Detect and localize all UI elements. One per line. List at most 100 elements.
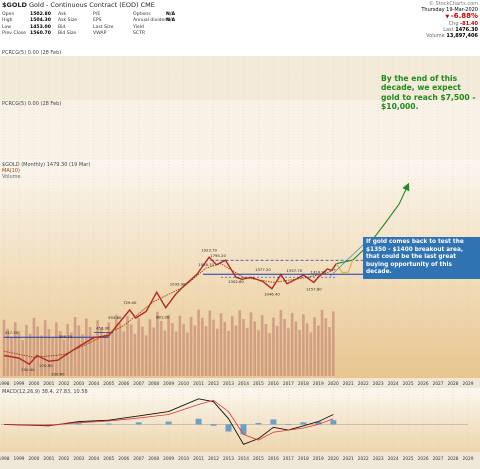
- x-tick-label: 2024: [388, 381, 399, 387]
- volume-bar: [92, 335, 96, 376]
- volume-bar: [219, 313, 223, 376]
- price-label: 1302.60: [228, 279, 244, 284]
- price-label: 1319.90: [310, 269, 326, 274]
- macd-histogram-bar: [105, 423, 112, 425]
- x-tick-label: 2007: [133, 456, 144, 462]
- volume-bar: [272, 317, 275, 376]
- volume-bar: [28, 333, 32, 376]
- price-label: 230.60: [51, 371, 65, 376]
- volume-bar: [294, 321, 298, 376]
- quote-value: N/A: [166, 18, 176, 24]
- macd-panel: [0, 388, 480, 452]
- quote-col-2-labels: Ask Ask Size Bid Bid Size: [58, 12, 77, 37]
- volume-bar: [58, 331, 62, 376]
- x-tick-label: 2027: [433, 381, 444, 387]
- x-tick-label: 2021: [343, 456, 354, 462]
- volume-bar: [253, 321, 257, 376]
- x-tick-label: 2008: [148, 381, 159, 387]
- last-row: Last 1476.30: [421, 27, 478, 33]
- price-label: 1377.20: [255, 267, 271, 272]
- legend-ma: MA(10): [2, 168, 20, 174]
- price-label: 1357.70: [287, 268, 303, 273]
- x-tick-label: 2028: [448, 456, 459, 462]
- volume-bar: [309, 332, 313, 376]
- price-label: 1795.20: [210, 253, 226, 258]
- x-tick-label: 2006: [118, 381, 129, 387]
- volume-bar: [320, 309, 324, 376]
- volume-bar: [137, 318, 141, 376]
- x-tick-label: 2009: [163, 381, 174, 387]
- x-tick-label: 1998: [0, 456, 10, 462]
- retest-path-line: [335, 259, 354, 274]
- x-tick-label: 2018: [298, 456, 309, 462]
- volume-bar: [215, 328, 219, 376]
- quote-col-4-values: N/A N/A: [166, 12, 175, 25]
- x-tick-label: 2025: [403, 456, 414, 462]
- x-tick-label: 2005: [103, 456, 114, 462]
- quote-date: Thursday 19-Mar-2020: [421, 7, 478, 14]
- x-tick-label: 2003: [73, 381, 84, 387]
- x-tick-label: 1999: [13, 456, 24, 462]
- quote-value: N/A: [166, 12, 176, 17]
- quote-label: Volume: [426, 33, 445, 40]
- price-label: 386.70: [59, 334, 73, 339]
- volume-bar: [324, 318, 328, 376]
- x-tick-label: 2014: [238, 456, 249, 462]
- x-tick-label: 2001: [43, 381, 54, 387]
- macd-histogram-bar: [330, 420, 337, 425]
- price-label: 1157.60: [306, 286, 322, 291]
- x-tick-label: 2012: [208, 381, 219, 387]
- indicator-label-1: PCRCG(5) 0.00 (28 Feb): [2, 50, 62, 56]
- x-tick-label: 2026: [418, 381, 429, 387]
- price-label: 270.90: [39, 363, 53, 368]
- indicator-label-2: PCRCG(5) 0.00 (28 Feb): [2, 101, 62, 107]
- quote-label: P/E: [93, 12, 101, 17]
- volume-row: Volume 13,897,406: [421, 33, 478, 39]
- volume-bar: [178, 315, 182, 376]
- volume-bar: [257, 330, 260, 376]
- volume-bar: [317, 325, 320, 376]
- volume-bar: [159, 321, 163, 376]
- quote-label: Options: [133, 12, 151, 17]
- x-tick-label: 2015: [253, 456, 264, 462]
- quote-label: Ask: [58, 12, 67, 17]
- x-tick-label: 2011: [193, 456, 204, 462]
- volume-bar: [279, 309, 283, 376]
- x-tick-label: 1999: [13, 381, 24, 387]
- quote-value: 1560.70: [30, 30, 51, 36]
- x-tick-label: 2010: [178, 456, 189, 462]
- volume-bar: [275, 325, 279, 376]
- gold-target-annotation: By the end of this decade, we expect gol…: [381, 74, 476, 112]
- price-label: 729.00: [123, 300, 137, 305]
- x-tick-label: 2001: [43, 456, 54, 462]
- quote-label: Last Size: [93, 24, 114, 30]
- volume-bar: [174, 331, 178, 376]
- quote-label: Last: [443, 26, 454, 33]
- macd-histogram-bar: [225, 424, 232, 432]
- grid: [3, 56, 469, 452]
- top-indicator-panel: [0, 56, 480, 100]
- volume-bar: [114, 314, 118, 376]
- volume-bar: [126, 315, 129, 376]
- macd-layer: [1, 398, 468, 445]
- quote-value: -81.40: [460, 20, 478, 27]
- price-label: 681.00: [156, 314, 170, 319]
- quote-value: 1476.30: [455, 26, 478, 33]
- volume-bar: [156, 311, 159, 376]
- x-tick-label: 2013: [223, 456, 234, 462]
- x-tick-label: 2019: [313, 381, 324, 387]
- x-tick-label: 1998: [0, 381, 10, 387]
- volume-bar: [283, 319, 286, 376]
- volume-bar: [212, 319, 215, 376]
- x-tick-label: 2016: [268, 381, 279, 387]
- volume-bar: [230, 316, 234, 376]
- quote-label: Bid Size: [58, 30, 77, 36]
- symbol: $GOLD: [2, 1, 27, 9]
- volume-bar: [133, 333, 137, 376]
- volume-bar: [148, 319, 152, 376]
- x-axis-band: [0, 378, 480, 388]
- macd-histogram-bar: [165, 421, 172, 425]
- volume-bar: [21, 340, 25, 376]
- volume-bar: [268, 333, 271, 376]
